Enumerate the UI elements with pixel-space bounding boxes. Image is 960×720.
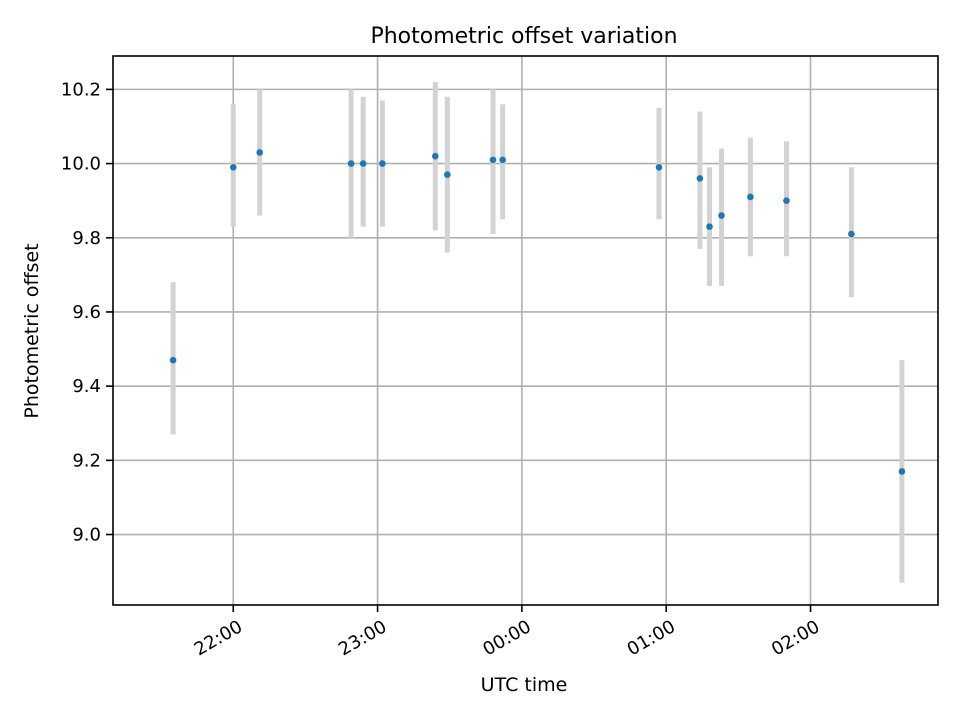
y-tick-label: 9.0 — [72, 525, 101, 546]
data-point — [444, 171, 451, 179]
data-point — [848, 230, 855, 238]
x-tick-label: 22:00 — [191, 616, 246, 660]
data-point — [347, 160, 355, 167]
data-point — [359, 160, 367, 167]
x-tick-label: 01:00 — [624, 616, 679, 660]
y-tick-label: 9.6 — [72, 302, 101, 323]
x-tick-label: 00:00 — [479, 616, 534, 660]
data-point — [747, 193, 754, 201]
data-point — [898, 468, 906, 475]
data-point — [256, 149, 264, 156]
data-point — [229, 163, 237, 171]
data-point — [499, 156, 506, 164]
data-point — [379, 160, 386, 167]
data-point — [655, 163, 663, 171]
data-point — [696, 175, 704, 182]
data-points — [169, 149, 906, 475]
y-tick-label: 9.2 — [72, 450, 101, 471]
data-point — [432, 152, 439, 160]
y-tick-label: 10.0 — [61, 154, 101, 175]
y-tick-label: 9.8 — [72, 228, 101, 249]
x-tick-label: 23:00 — [335, 616, 390, 660]
data-point — [489, 156, 497, 164]
gridlines — [113, 56, 938, 605]
plot-frame — [112, 55, 939, 606]
data-point — [706, 223, 713, 230]
x-axis-label: UTC time — [481, 674, 568, 696]
y-tick-label: 9.4 — [72, 376, 101, 397]
error-bars — [170, 81, 905, 583]
data-point — [169, 356, 177, 364]
chart-title: Photometric offset variation — [370, 24, 677, 49]
data-point — [718, 212, 725, 219]
y-tick-label: 10.2 — [61, 79, 101, 100]
data-point — [783, 197, 790, 204]
x-tick-label: 02:00 — [768, 616, 823, 660]
y-axis-label: Photometric offset — [21, 243, 43, 418]
